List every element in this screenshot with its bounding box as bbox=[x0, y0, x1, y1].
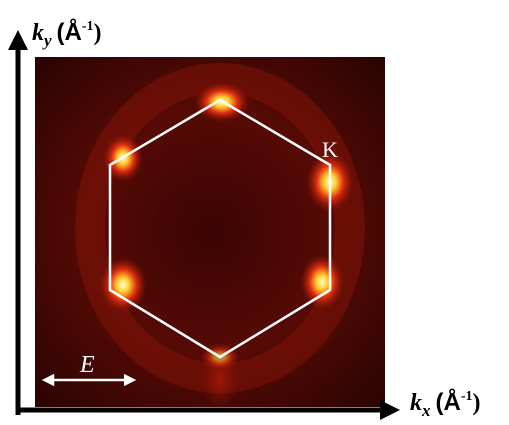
energy-label: E bbox=[79, 352, 95, 378]
label-part: ) bbox=[94, 20, 102, 46]
label-part: k bbox=[32, 20, 44, 46]
label-part: x bbox=[421, 401, 431, 420]
x-axis-label: kx (Å-1) bbox=[410, 388, 481, 420]
label-part: (Å bbox=[436, 388, 461, 416]
y-axis-label: ky (Å-1) bbox=[32, 18, 102, 50]
k-point-label: K bbox=[322, 137, 338, 162]
label-part: -1 bbox=[461, 389, 473, 404]
label-part: ) bbox=[473, 390, 481, 416]
figure: E K ky(Å-1) kx(Å-1) bbox=[0, 0, 509, 425]
label-part: k bbox=[410, 390, 422, 416]
label-part: -1 bbox=[82, 19, 94, 34]
label-part: y bbox=[42, 31, 52, 50]
label-part: (Å bbox=[57, 18, 82, 46]
